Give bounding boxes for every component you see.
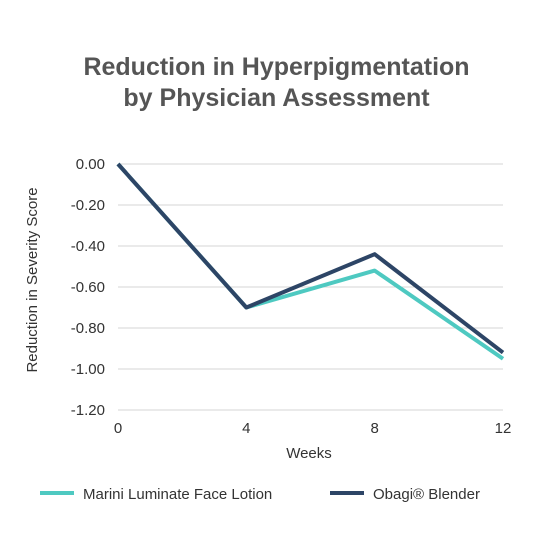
legend-label: Marini Luminate Face Lotion — [83, 486, 272, 503]
chart-title-line-2: by Physician Assessment — [123, 84, 430, 112]
series-lines — [116, 162, 505, 361]
series-line — [116, 162, 505, 355]
grid-lines — [118, 163, 503, 411]
x-axis-label: Weeks — [286, 445, 332, 462]
legend: Marini Luminate Face Lotion Obagi® Blende… — [40, 486, 480, 503]
x-tick-label: 12 — [495, 420, 512, 437]
x-tick-label: 4 — [242, 420, 250, 437]
chart-title: Reduction in Hyperpigmentation by Physic… — [0, 52, 553, 114]
y-tick-label: -0.60 — [71, 279, 105, 296]
chart-title-line-1: Reduction in Hyperpigmentation — [83, 53, 470, 81]
y-tick-label: -1.00 — [71, 361, 105, 378]
y-axis-label: Reduction in Severity Score — [24, 187, 41, 372]
y-tick-label: -0.20 — [71, 197, 105, 214]
y-tick-label: -1.20 — [71, 402, 105, 419]
series-line — [116, 162, 505, 361]
y-tick-label: -0.80 — [71, 320, 105, 337]
legend-label: Obagi® Blender — [373, 486, 480, 503]
y-tick-label: -0.40 — [71, 238, 105, 255]
y-axis-ticks: 0.00 -0.20 -0.40 -0.60 -0.80 -1.00 -1.20 — [71, 156, 105, 419]
y-tick-label: 0.00 — [76, 156, 105, 173]
x-axis-ticks: 0 4 8 12 — [114, 420, 512, 437]
x-tick-label: 8 — [370, 420, 378, 437]
x-tick-label: 0 — [114, 420, 122, 437]
